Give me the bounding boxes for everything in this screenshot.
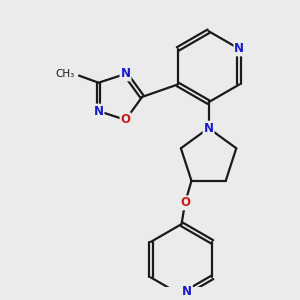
Text: N: N [94, 105, 103, 118]
Text: N: N [234, 42, 244, 56]
Text: O: O [180, 196, 190, 209]
Text: O: O [121, 113, 130, 126]
Text: N: N [204, 122, 214, 135]
Text: N: N [121, 68, 130, 80]
Text: N: N [182, 285, 192, 298]
Text: CH₃: CH₃ [56, 69, 75, 79]
